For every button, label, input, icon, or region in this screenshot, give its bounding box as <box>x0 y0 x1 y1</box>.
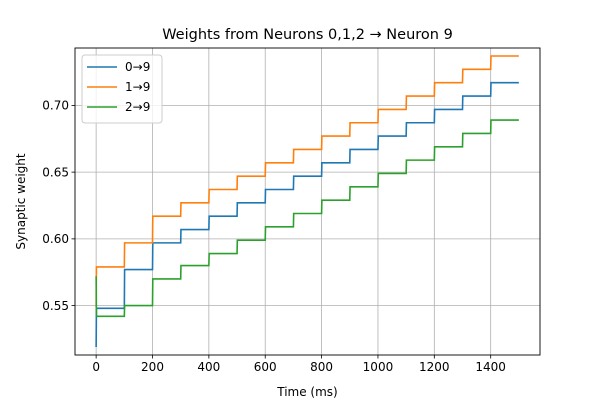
y-tick-label: 0.70 <box>42 99 69 113</box>
x-tick-label: 800 <box>310 360 333 374</box>
x-tick-label: 0 <box>92 360 100 374</box>
chart-title: Weights from Neurons 0,1,2 → Neuron 9 <box>162 27 453 43</box>
x-tick-label: 1400 <box>475 360 506 374</box>
series-line-1 <box>95 55 519 307</box>
y-axis-label: Synaptic weight <box>14 153 28 250</box>
y-tick-label: 0.65 <box>42 165 69 179</box>
x-tick-label: 1200 <box>419 360 450 374</box>
legend-label-2: 2→9 <box>125 100 150 114</box>
x-tick-label: 200 <box>141 360 164 374</box>
plot-area-frame <box>74 47 541 356</box>
legend-label-0: 0→9 <box>125 60 150 74</box>
y-tick-label: 0.55 <box>42 299 69 313</box>
y-axis-ticks: 0.55 0.60 0.65 0.70 <box>42 99 75 313</box>
x-tick-label: 600 <box>254 360 277 374</box>
x-tick-label: 400 <box>197 360 220 374</box>
series-line-2 <box>95 119 519 318</box>
x-axis-ticks: 0 200 400 600 800 1000 1200 1400 <box>92 355 506 374</box>
legend-label-1: 1→9 <box>125 80 150 94</box>
legend-box <box>81 54 163 124</box>
x-axis-label: Time (ms) <box>276 385 338 399</box>
series-lines <box>95 55 519 347</box>
y-tick-label: 0.60 <box>42 232 69 246</box>
legend: 0→9 1→9 2→9 <box>81 54 163 124</box>
x-tick-label: 1000 <box>363 360 394 374</box>
